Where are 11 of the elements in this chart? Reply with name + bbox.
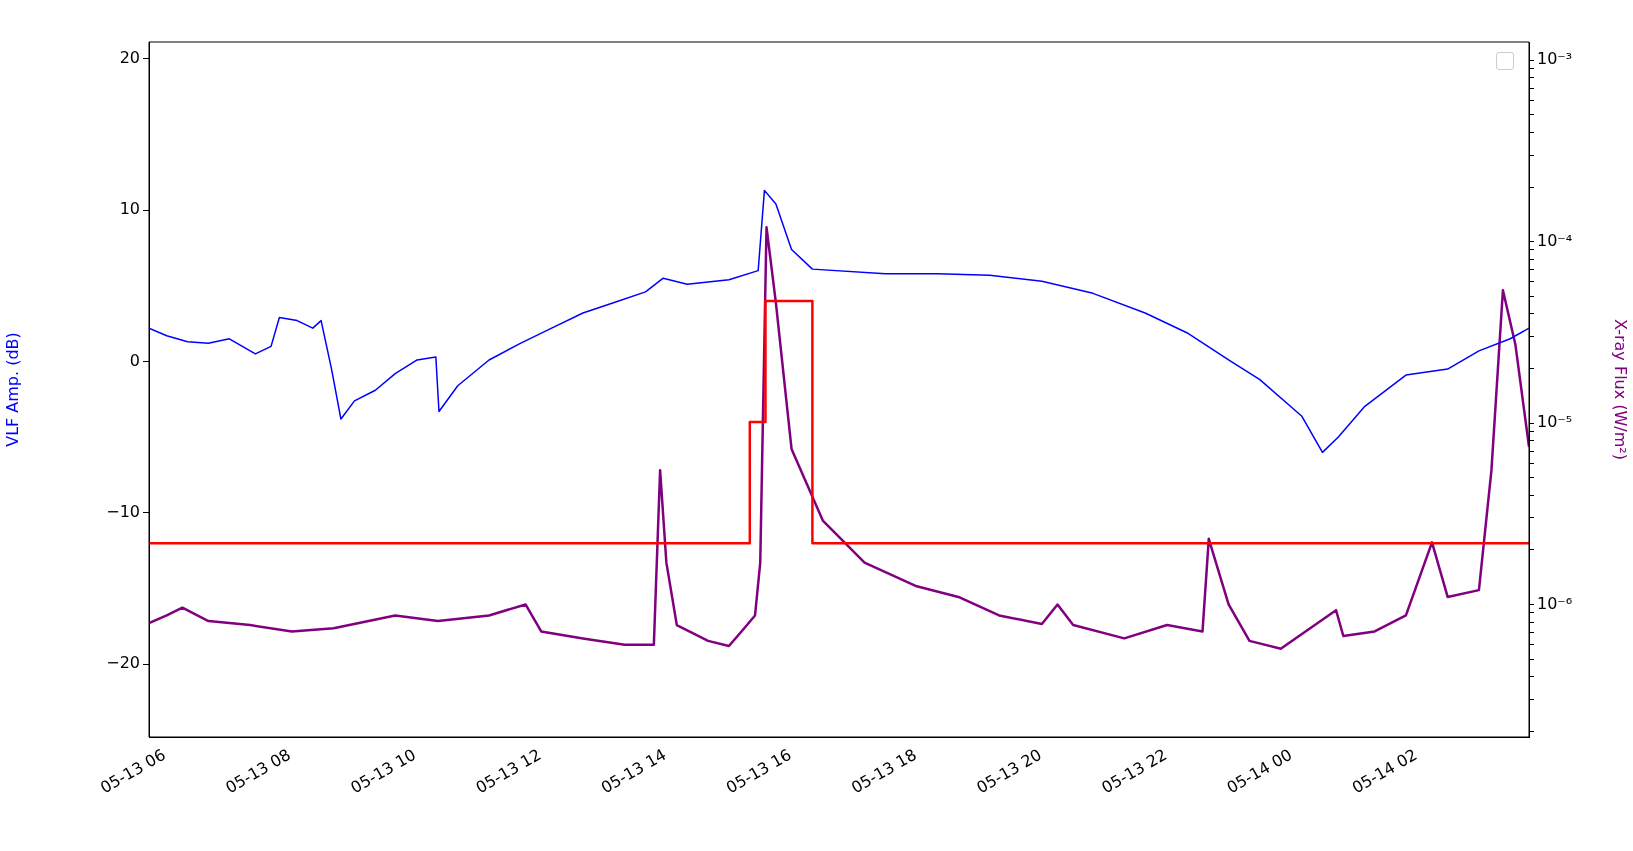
y2-tick-label: 10⁻⁶ xyxy=(1537,593,1573,613)
y2-tick-label: 10⁻⁵ xyxy=(1537,412,1573,432)
y-tick-label: 0 xyxy=(129,350,140,370)
y2-axis-title: X-ray Flux (W/m²) xyxy=(1611,319,1631,460)
y2-tick-label: 10⁻³ xyxy=(1537,49,1573,69)
y-tick-label: −10 xyxy=(106,502,140,522)
y-tick-label: −20 xyxy=(106,653,140,673)
y2-tick-label: 10⁻⁴ xyxy=(1537,230,1573,250)
y-tick-label: 20 xyxy=(119,47,140,67)
y-tick-label: 10 xyxy=(119,199,140,219)
y-axis-title: VLF Amp. (dB) xyxy=(2,332,22,447)
